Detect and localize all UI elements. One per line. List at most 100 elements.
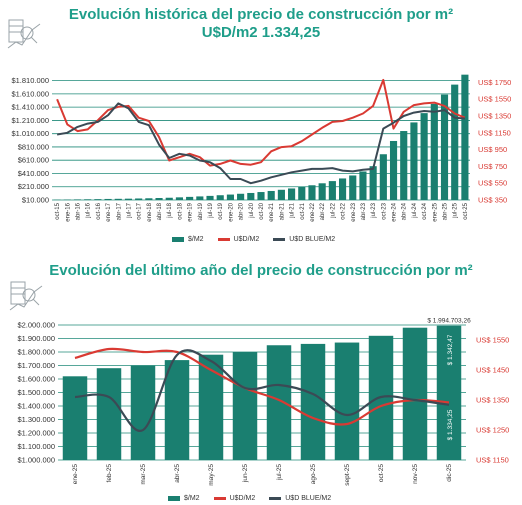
x-tick-label: ene-19 <box>188 202 194 221</box>
x-tick-label: ene-21 <box>269 202 275 221</box>
y2-tick-label: US$ 750 <box>478 162 507 171</box>
bar <box>164 360 190 460</box>
chart-title-2: Evolución del último año del precio de c… <box>49 262 473 279</box>
x-tick-label: abr-22 <box>320 202 326 220</box>
chart-title: Evolución histórica del precio de constr… <box>68 6 454 23</box>
x-tick-label: dic-25 <box>446 464 453 482</box>
annotation-usd: $ 1.342,47 <box>447 334 454 365</box>
x-tick-label: abr-17 <box>116 202 122 220</box>
y-tick-label: $1.410.000 <box>11 103 49 112</box>
x-tick-label: abr-25 <box>174 464 181 483</box>
bar <box>130 365 156 460</box>
y-tick-label: $1.700.000 <box>17 361 55 370</box>
bar <box>379 154 387 200</box>
x-tick-label: oct-24 <box>422 202 428 219</box>
y-tick-label: $210.000 <box>18 182 49 191</box>
series-line-usd-blue <box>74 349 450 432</box>
x-tick-label: oct-18 <box>177 202 183 219</box>
x-tick-label: jul-23 <box>371 202 377 218</box>
bar <box>62 376 88 460</box>
x-tick-label: abr-25 <box>443 202 449 220</box>
bar <box>369 166 377 200</box>
bar <box>440 94 449 200</box>
bar <box>267 190 275 200</box>
bar <box>300 343 326 460</box>
bar <box>430 103 438 200</box>
bar <box>334 342 360 460</box>
x-tick-label: abr-18 <box>157 202 163 220</box>
annotation-last-bar: $ 1.994.703,26 <box>427 318 471 325</box>
y-tick-label: $1.900.000 <box>17 334 55 343</box>
legend-item: U$D/M2 <box>217 236 259 243</box>
bar <box>400 131 408 200</box>
y-tick-label: $1.000.000 <box>17 456 55 465</box>
x-tick-label: ene-20 <box>228 202 234 221</box>
y-tick-label: $610.000 <box>18 156 49 165</box>
x-tick-label: jul-20 <box>249 202 255 218</box>
y2-tick-label: US$ 1350 <box>476 396 509 405</box>
x-tick-label: ene-16 <box>65 202 71 221</box>
y2-tick-label: US$ 1150 <box>476 456 509 465</box>
bar <box>257 192 265 200</box>
x-tick-label: jul-17 <box>126 202 132 218</box>
bar <box>145 198 153 200</box>
bar <box>461 74 469 200</box>
x-tick-label: abr-21 <box>279 202 285 220</box>
bar <box>298 187 306 200</box>
x-tick-label: ene-25 <box>72 464 79 485</box>
y-tick-label: $1.400.000 <box>17 402 55 411</box>
x-tick-label: nov-25 <box>412 464 419 484</box>
y-tick-label: $1.200.000 <box>17 429 55 438</box>
bar <box>328 181 336 200</box>
x-tick-label: ene-17 <box>106 202 112 221</box>
bar <box>96 368 122 460</box>
bar <box>206 195 214 200</box>
x-tick-label: jul-18 <box>167 202 173 218</box>
bar <box>338 178 347 200</box>
bar <box>165 197 173 200</box>
bar <box>410 122 418 200</box>
y2-tick-label: US$ 1450 <box>476 366 509 375</box>
bar <box>247 192 255 200</box>
bar <box>402 327 428 460</box>
bar <box>155 198 163 200</box>
y-tick-label: $1.600.000 <box>17 375 55 384</box>
y-tick-label: $2.000.000 <box>17 321 55 330</box>
x-tick-label: ene-24 <box>392 202 398 221</box>
y-tick-label: $410.000 <box>18 169 49 178</box>
x-tick-label: oct-25 <box>378 464 385 482</box>
bar <box>389 140 398 200</box>
bar <box>226 194 234 200</box>
x-tick-label: abr-16 <box>75 202 81 220</box>
y-tick-label: $1.610.000 <box>11 89 49 98</box>
chart-subtitle: U$D/m2 1.334,25 <box>201 24 321 41</box>
bar <box>436 325 462 460</box>
x-tick-label: jul-25 <box>453 202 459 218</box>
x-tick-label: oct-25 <box>463 202 469 219</box>
legend-item: $/M2 <box>172 236 204 243</box>
x-tick-label: ene-22 <box>310 202 316 221</box>
building-chart-icon <box>9 281 43 311</box>
x-tick-label: oct-20 <box>259 202 265 219</box>
x-tick-label: jul-16 <box>86 202 92 218</box>
y2-tick-label: US$ 350 <box>478 196 507 205</box>
y-tick-label: $1.210.000 <box>11 116 49 125</box>
x-tick-label: oct-19 <box>218 202 224 219</box>
annotation-usd-blue: $ 1.334,25 <box>447 409 454 440</box>
bar <box>73 199 82 200</box>
x-tick-label: ene-25 <box>432 202 438 221</box>
y2-tick-label: US$ 1550 <box>476 336 509 345</box>
y-tick-label: $1.300.000 <box>17 415 55 424</box>
x-tick-label: jul-24 <box>412 202 418 218</box>
x-tick-label: jul-22 <box>330 202 336 218</box>
bar <box>451 84 459 200</box>
y-tick-label: $1.500.000 <box>17 388 55 397</box>
bar <box>84 199 92 200</box>
x-tick-label: jul-25 <box>276 464 283 481</box>
x-tick-label: ene-18 <box>147 202 153 221</box>
y-tick-label: $1.810.000 <box>11 76 49 85</box>
historical-chart: $10.000 $210.000 $410.000 $610.000 $810.000 $… <box>11 74 511 222</box>
y-tick-label: $1.010.000 <box>11 129 49 138</box>
bar <box>308 185 316 200</box>
series-line-usd-blue <box>56 102 465 185</box>
